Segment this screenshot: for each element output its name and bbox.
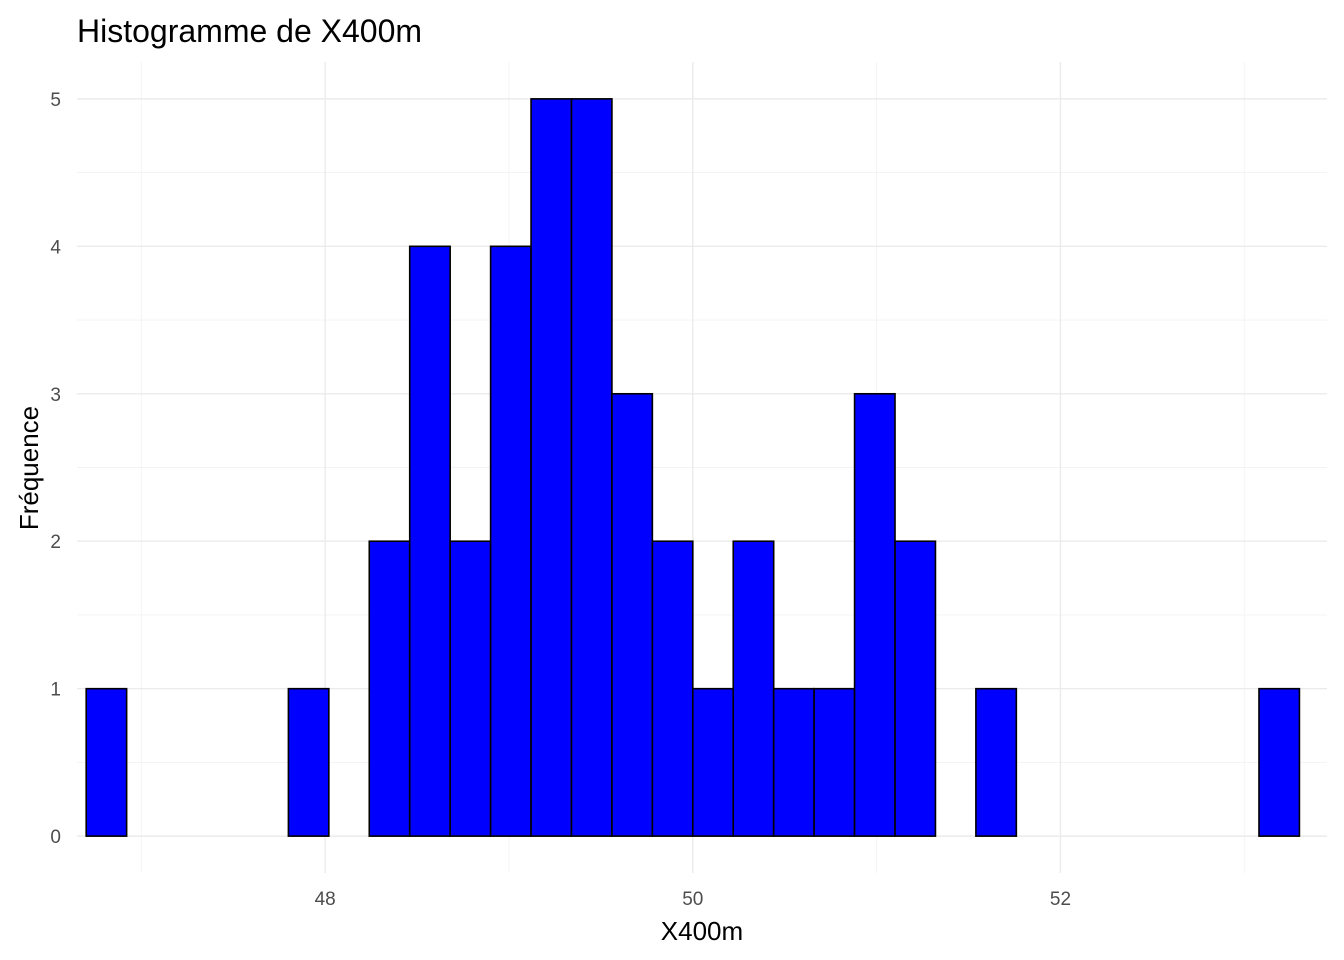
histogram-bar bbox=[408, 245, 451, 837]
y-tick-label: 2 bbox=[50, 532, 61, 553]
histogram-bar bbox=[813, 687, 856, 837]
histogram-bar bbox=[530, 98, 573, 837]
y-tick-label: 0 bbox=[50, 827, 61, 848]
histogram-bar bbox=[449, 540, 492, 837]
histogram-bar bbox=[692, 687, 735, 837]
histogram-bar bbox=[570, 98, 613, 837]
histogram-bar bbox=[287, 687, 330, 837]
histogram-bar bbox=[611, 392, 654, 837]
y-tick-label: 4 bbox=[50, 237, 61, 258]
histogram-bar bbox=[975, 687, 1018, 837]
tick-labels: 48 50 52 0 1 2 3 4 5 bbox=[50, 90, 1071, 910]
x-tick-label: 52 bbox=[1050, 889, 1071, 910]
histogram-bar bbox=[85, 687, 128, 837]
histogram-bar bbox=[489, 245, 532, 837]
histogram-bar bbox=[772, 687, 815, 837]
histogram-bar bbox=[853, 392, 896, 837]
histogram-bar bbox=[368, 540, 411, 837]
y-tick-label: 5 bbox=[50, 90, 61, 111]
y-axis-title: Fréquence bbox=[14, 406, 44, 530]
bars bbox=[85, 98, 1301, 837]
histogram-bar bbox=[1258, 687, 1301, 837]
x-tick-label: 48 bbox=[315, 889, 336, 910]
x-axis-title: X400m bbox=[661, 916, 743, 946]
histogram-bar bbox=[732, 540, 775, 837]
x-tick-label: 50 bbox=[682, 889, 703, 910]
histogram-bar bbox=[894, 540, 937, 837]
y-tick-label: 3 bbox=[50, 385, 61, 406]
histogram-bar bbox=[651, 540, 694, 837]
chart-title: Histogramme de X400m bbox=[77, 13, 422, 49]
y-tick-label: 1 bbox=[50, 680, 61, 701]
